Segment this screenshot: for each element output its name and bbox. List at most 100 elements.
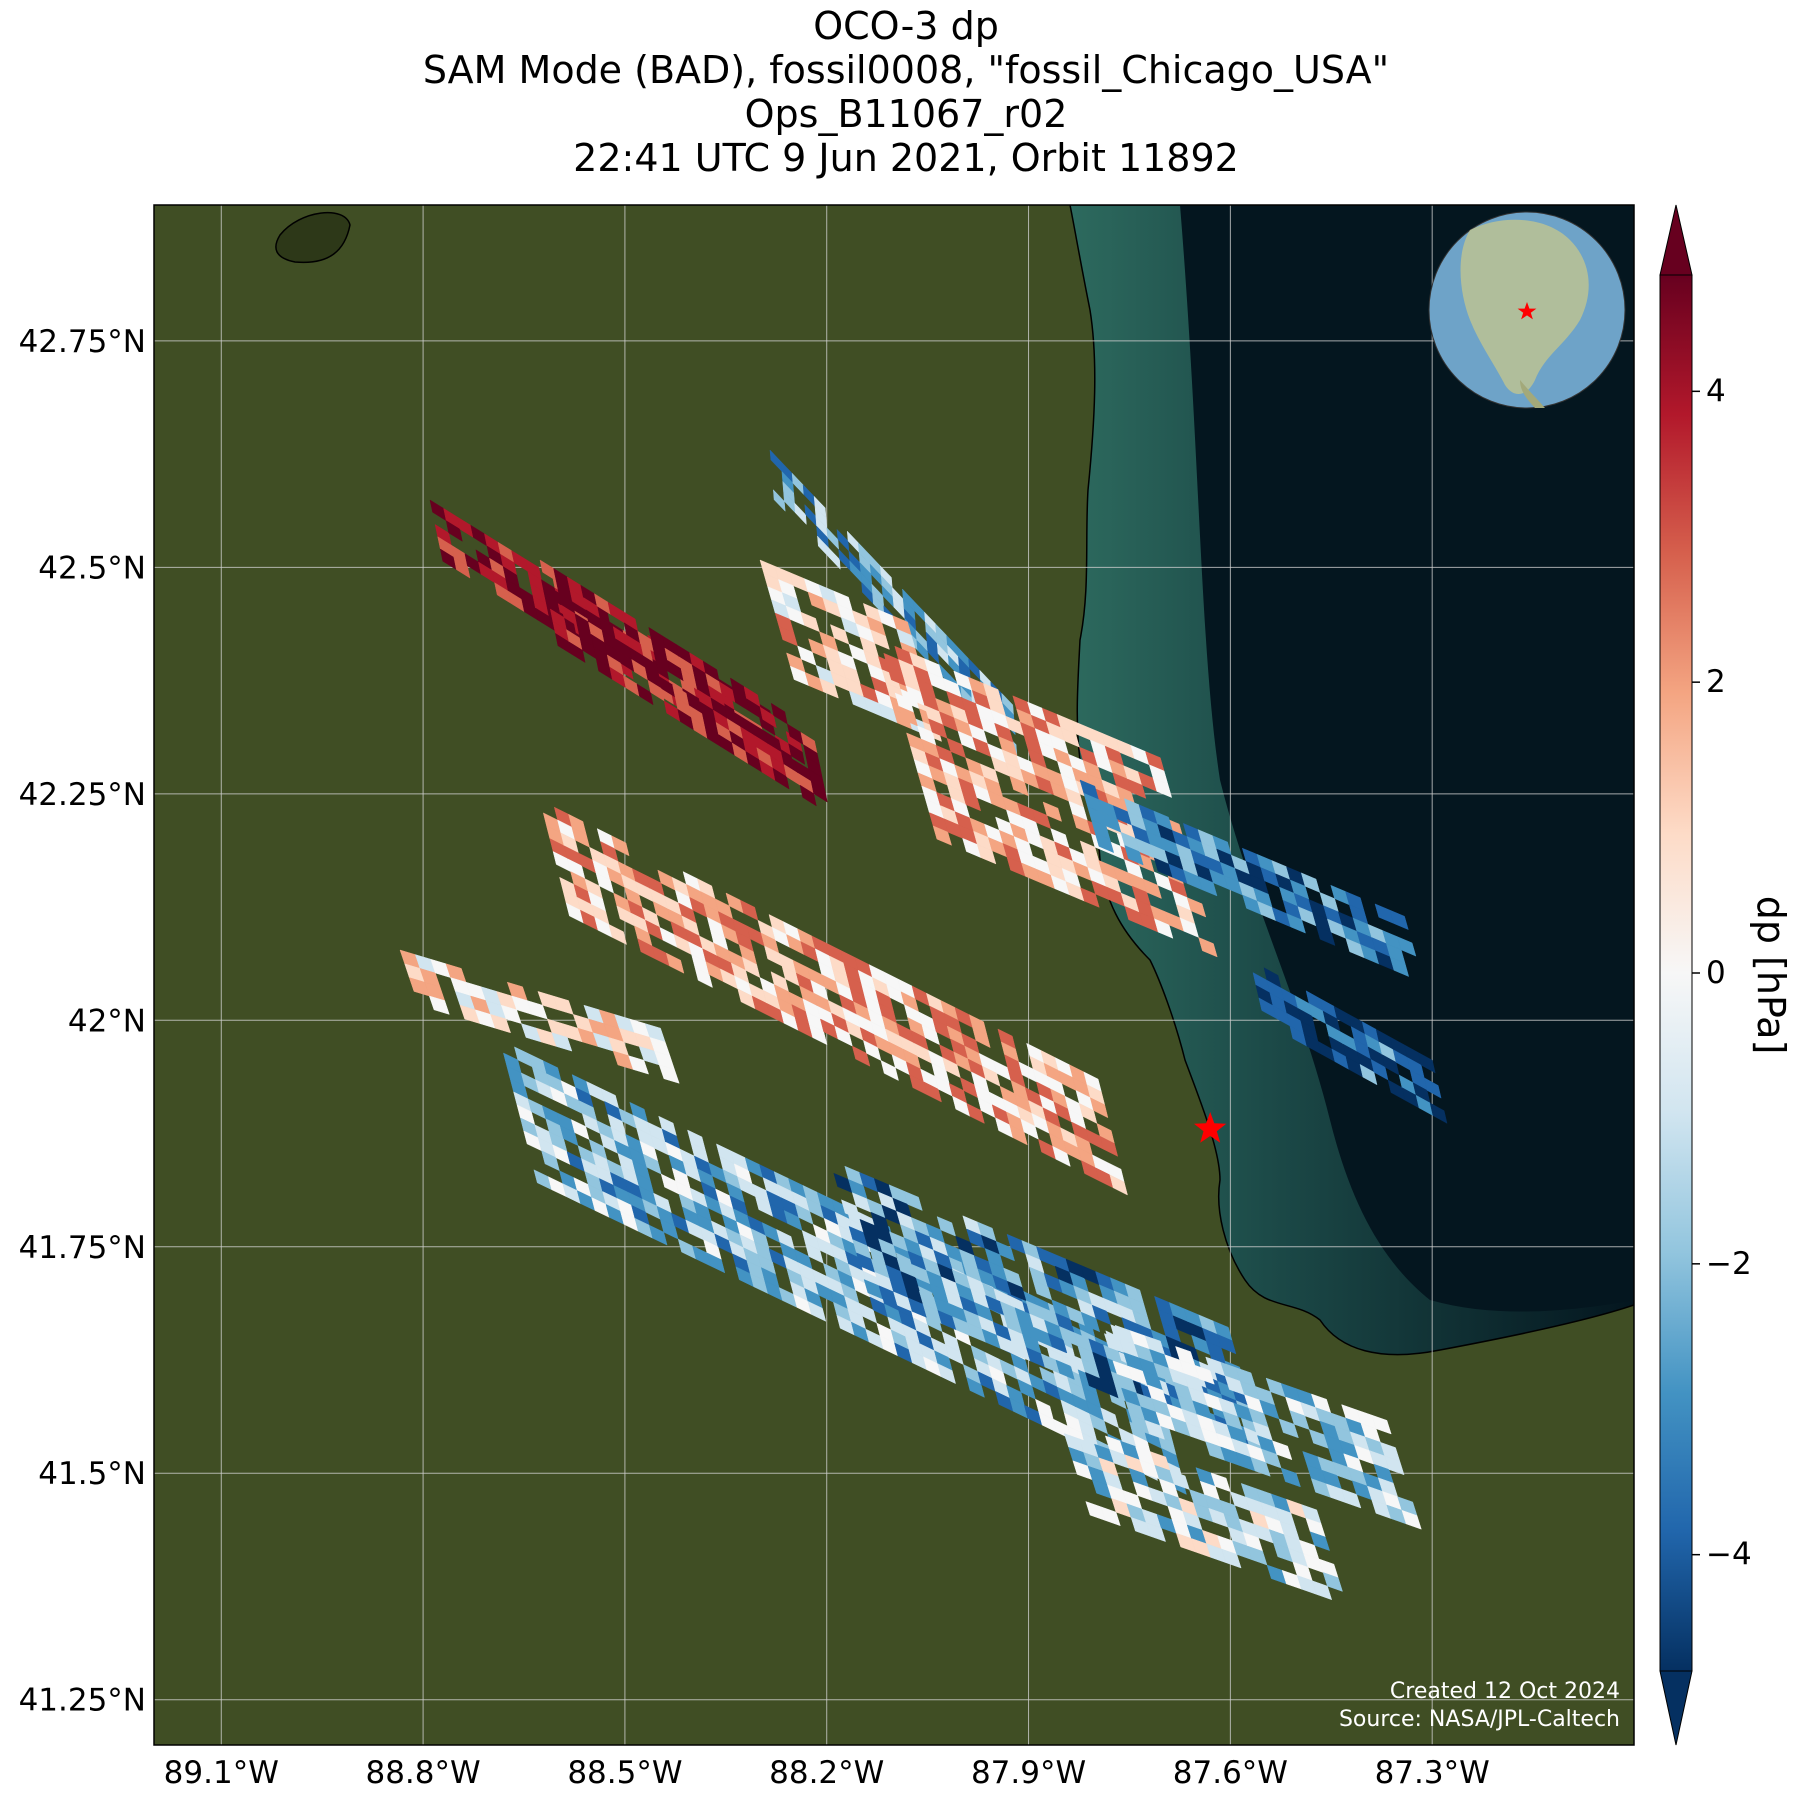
sounding-pixel — [706, 1252, 726, 1274]
sounding-pixel — [1094, 832, 1115, 854]
sounding-pixel — [788, 743, 806, 765]
sounding-pixel — [880, 1060, 899, 1081]
x-tick-label: 87.3°W — [1375, 1755, 1490, 1791]
y-tick-label: 42.5°N — [38, 550, 146, 586]
sounding-pixel — [961, 790, 982, 812]
x-tick-label: 88.5°W — [567, 1755, 682, 1791]
sounding-pixel — [828, 547, 841, 570]
colorbar-tick-label: 4 — [1706, 373, 1726, 409]
colorbar-min-extend — [1659, 1670, 1693, 1746]
sounding-pixel — [1154, 918, 1174, 939]
sounding-pixel — [665, 952, 685, 974]
sounding-pixel — [759, 706, 777, 729]
sounding-pixel — [772, 489, 786, 512]
colorbar-bar — [1659, 274, 1693, 1672]
sounding-pixel — [1280, 1467, 1301, 1488]
target-star-icon — [1194, 1112, 1227, 1143]
sounding-pixel — [1089, 1097, 1109, 1119]
sounding-pixel — [1198, 936, 1218, 958]
title-line-2: SAM Mode (BAD), fossil0008, "fossil_Chic… — [422, 48, 1390, 92]
sounding-pixel — [794, 502, 807, 526]
x-tick-label: 88.8°W — [365, 1755, 480, 1791]
sounding-pixel — [966, 1377, 985, 1398]
sounding-pixel — [1429, 1102, 1448, 1124]
sounding-pixel — [1401, 1509, 1422, 1530]
sounding-pixel — [608, 924, 627, 945]
sounding-pixel — [648, 1224, 668, 1246]
sounding-pixel — [636, 683, 654, 706]
sounding-pixel — [1042, 801, 1062, 822]
y-tick-label: 41.75°N — [19, 1230, 146, 1266]
sounding-pixel — [1052, 1145, 1071, 1167]
sounding-pixel — [799, 784, 817, 807]
sounding-pixel — [851, 1045, 871, 1067]
sounding-pixel — [1152, 777, 1173, 798]
sounding-pixel — [694, 966, 713, 988]
sounding-pixel — [1145, 1522, 1166, 1543]
sounding-pixel — [1397, 936, 1417, 957]
sounding-pixel — [490, 1014, 511, 1034]
sounding-pixel — [1127, 778, 1147, 799]
x-tick-labels: 89.1°W 88.8°W 88.5°W 88.2°W 87.9°W 87.6°W 87.3… — [164, 1755, 1490, 1791]
sounding-pixel — [568, 641, 586, 664]
sounding-pixel — [1142, 878, 1162, 899]
sounding-pixel — [810, 780, 828, 803]
sounding-pixel — [453, 556, 471, 579]
y-tick-labels: 42.75°N 42.5°N 42.25°N 42°N 41.75°N 41.5°N 41.… — [19, 324, 146, 1719]
x-tick-label: 89.1°W — [164, 1755, 279, 1791]
x-tick-label: 87.6°W — [1173, 1755, 1288, 1791]
y-tick-label: 42.75°N — [19, 324, 146, 360]
gridlines — [154, 205, 1634, 1745]
colorbar-ticks: 4 2 0 −2 −4 — [1692, 373, 1752, 1573]
sounding-pixel — [1286, 913, 1306, 934]
sounding-pixel — [1198, 876, 1218, 897]
map-border — [153, 204, 1635, 1746]
y-tick-label: 42.25°N — [19, 777, 146, 813]
sounding-pixel — [995, 1240, 1015, 1262]
source-credit: Source: NASA/JPL-Caltech — [1339, 1707, 1620, 1732]
sounding-pixel — [1124, 845, 1144, 866]
sounding-pixel — [903, 1190, 923, 1211]
sounding-pixel — [1389, 909, 1409, 931]
colorbar: 4 2 0 −2 −4 dp [hPa] — [1659, 204, 1793, 1746]
sounding-pixel — [1322, 1572, 1343, 1592]
y-tick-label: 42°N — [68, 1003, 146, 1039]
sounding-pixel — [1311, 1580, 1333, 1601]
sounding-pixel — [932, 825, 952, 846]
x-tick-label: 87.9°W — [971, 1755, 1086, 1791]
sounding-pixel — [1272, 1440, 1293, 1461]
y-tick-label: 41.5°N — [38, 1456, 146, 1492]
title-line-4: 22:41 UTC 9 Jun 2021, Orbit 11892 — [573, 136, 1239, 180]
y-tick-label: 41.25°N — [19, 1683, 146, 1719]
sounding-pixel — [1389, 956, 1410, 977]
small-lake — [275, 211, 351, 264]
sounding-pixel — [611, 835, 630, 857]
sounding-pixel — [819, 678, 839, 699]
sounding-pixel — [1309, 1531, 1330, 1552]
sounding-pixel — [966, 1102, 985, 1124]
title-line-1: OCO-3 dp — [813, 4, 999, 48]
globe-target-icon — [1517, 302, 1537, 320]
plot-title: OCO-3 dp SAM Mode (BAD), fossil0008, "fo… — [0, 4, 1812, 180]
sounding-pixel — [772, 767, 790, 790]
colorbar-tick-label: −4 — [1706, 1537, 1752, 1573]
sounding-pixel — [1099, 1135, 1119, 1157]
sounding-pixel — [1417, 1052, 1436, 1074]
sounding-pixel — [1009, 775, 1029, 797]
sounding-pixel — [551, 1032, 573, 1052]
sounding-pixel — [923, 1081, 942, 1103]
sounding-pixel — [1216, 1333, 1237, 1355]
sounding-pixel — [1186, 897, 1207, 918]
sounding-pixel — [1423, 1077, 1442, 1099]
map-area: Created 12 Oct 2024 Source: NASA/JPL-Cal… — [154, 205, 1634, 1745]
inset-globe — [1428, 211, 1626, 409]
sounding-pixel — [1359, 1063, 1378, 1086]
sounding-pixels — [399, 449, 1448, 1601]
title-line-3: Ops_B11067_r02 — [744, 92, 1068, 136]
sounding-pixel — [628, 1055, 649, 1075]
colorbar-tick-label: −2 — [1706, 1246, 1752, 1282]
sounding-pixel — [870, 629, 890, 650]
sounding-pixel — [1080, 887, 1100, 908]
sounding-pixel — [809, 1024, 828, 1046]
